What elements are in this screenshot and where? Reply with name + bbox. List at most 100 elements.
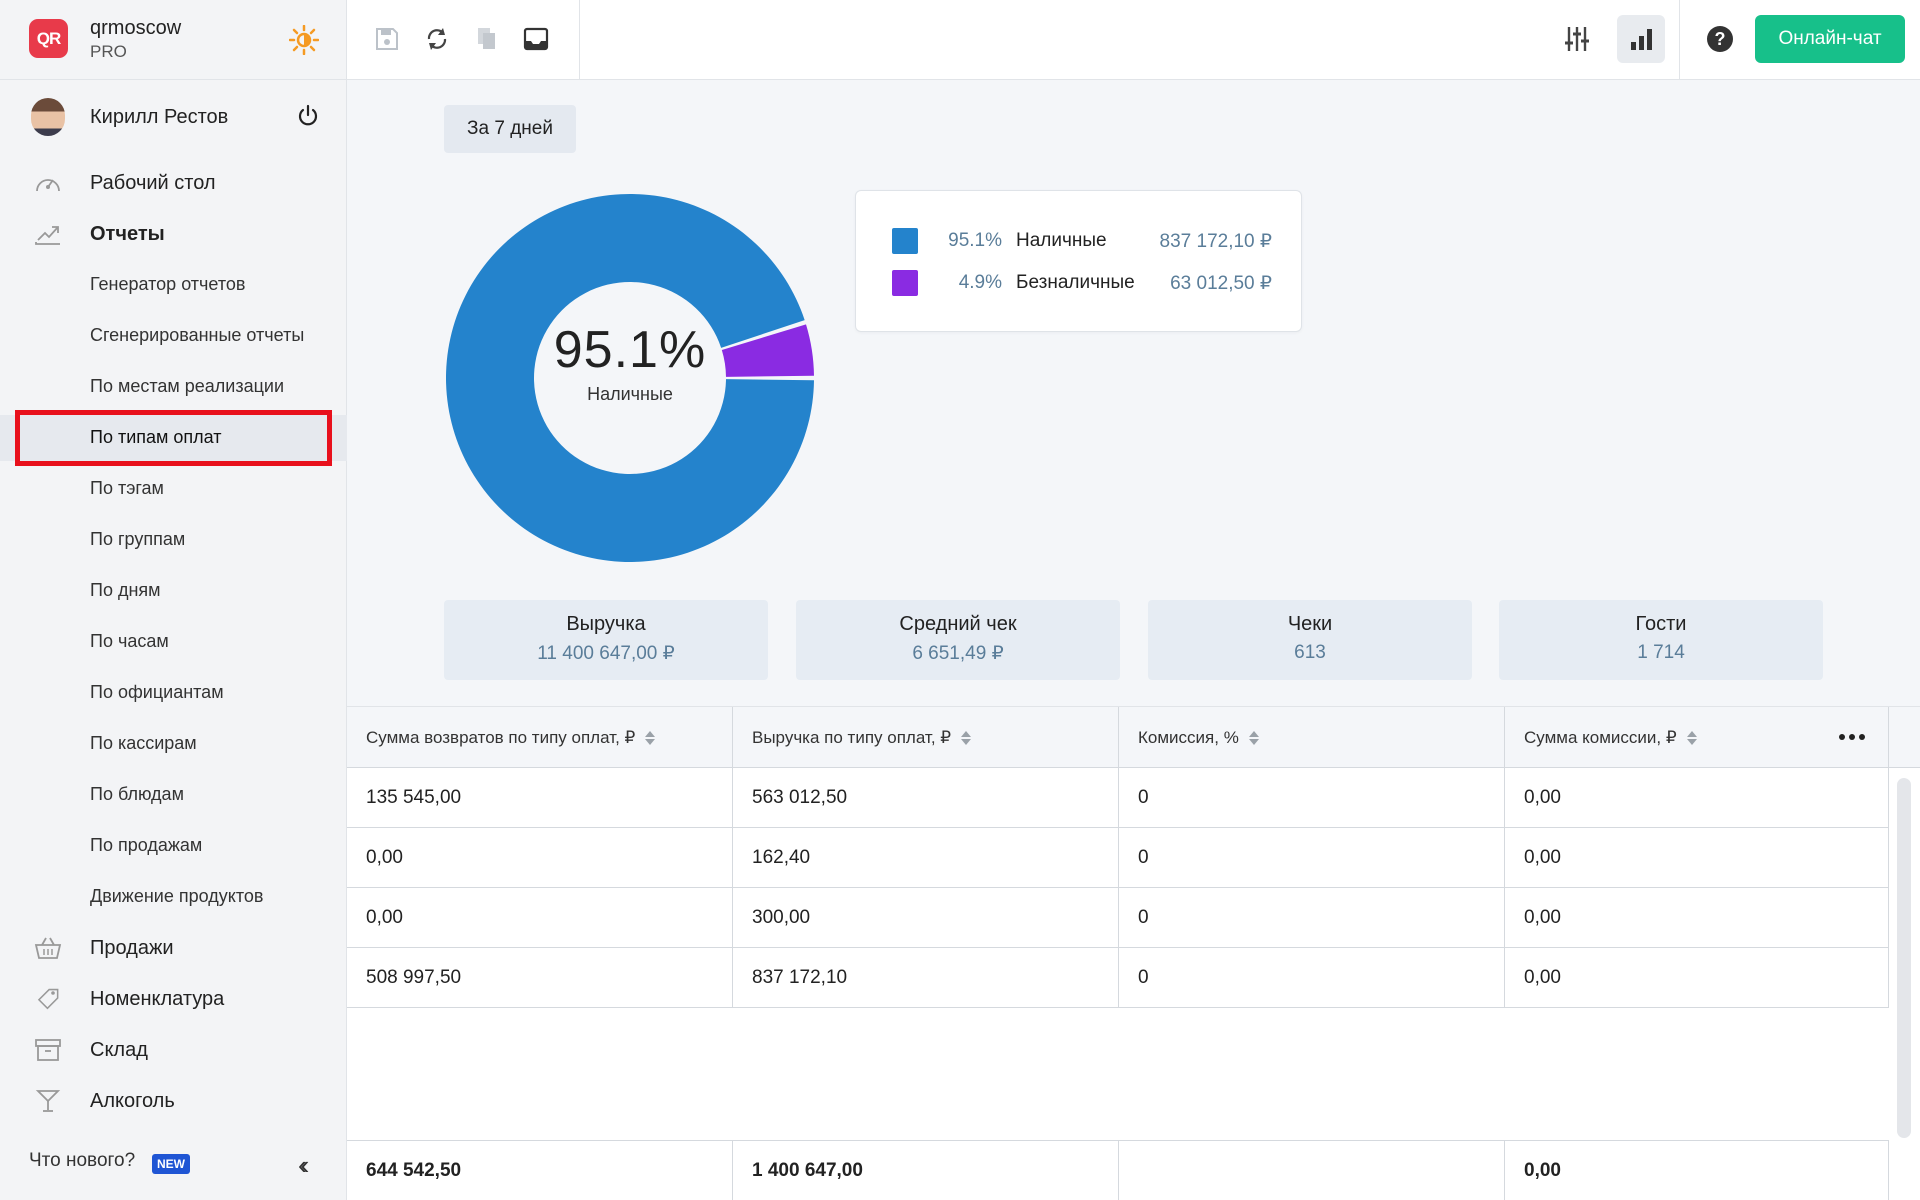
donut-center-label: Наличные <box>587 384 673 404</box>
table-scrollbar[interactable] <box>1897 778 1911 1138</box>
table-cell: 0,00 <box>347 828 733 888</box>
sort-icon[interactable] <box>1248 730 1259 746</box>
nav-item-desktop[interactable]: Рабочий стол <box>0 160 347 206</box>
sidebar-item-report-generator[interactable]: Генератор отчетов <box>0 262 347 306</box>
table-cell: 837 172,10 <box>733 948 1119 1008</box>
donut-slice-cashless[interactable] <box>721 324 814 377</box>
save-icon <box>376 28 398 50</box>
sidebar-item-by-payment-types[interactable]: По типам оплат <box>0 415 347 461</box>
nav-label-reports: Отчеты <box>90 223 165 245</box>
sidebar-item-label: По местам реализации <box>90 376 285 396</box>
legend-item-cashless[interactable]: 4.9% Безналичные 63 012,50 ₽ <box>892 269 1272 297</box>
nav-label-alcohol: Алкоголь <box>90 1090 175 1112</box>
table-cell: 300,00 <box>733 888 1119 948</box>
sidebar-item-by-tags[interactable]: По тэгам <box>0 466 347 510</box>
user-row: Кирилл Рестов <box>0 92 347 142</box>
refresh-button[interactable] <box>419 20 455 58</box>
stat-title: Средний чек <box>899 613 1017 635</box>
sidebar-item-by-groups[interactable]: По группам <box>0 517 347 561</box>
table-row[interactable]: 508 997,50 837 172,10 0 0,00 <box>347 948 1889 1008</box>
archive-box-icon <box>35 1039 61 1061</box>
avatar[interactable] <box>31 98 65 136</box>
dashboard-icon <box>36 179 60 192</box>
stat-card-guests: Гости 1 714 <box>1499 600 1823 680</box>
donut-slice-cash[interactable] <box>445 194 814 563</box>
sidebar-item-by-waiters[interactable]: По официантам <box>0 670 347 714</box>
total-cell: 644 542,50 <box>347 1141 733 1200</box>
inbox-button[interactable] <box>518 20 554 58</box>
online-chat-button[interactable]: Онлайн-чат <box>1755 15 1905 63</box>
sidebar-item-label: Сгенерированные отчеты <box>90 325 305 345</box>
nav-item-warehouse[interactable]: Склад <box>0 1027 347 1073</box>
svg-text:?: ? <box>1715 29 1726 49</box>
sidebar-item-by-days[interactable]: По дням <box>0 568 347 612</box>
stat-value: 11 400 647,00 ₽ <box>537 643 675 664</box>
toolbar-divider <box>579 0 580 80</box>
period-selector[interactable]: За 7 дней <box>444 105 576 153</box>
sidebar-item-generated-reports[interactable]: Сгенерированные отчеты <box>0 313 347 357</box>
sort-icon[interactable] <box>1686 730 1697 746</box>
table-cell: 0 <box>1119 948 1505 1008</box>
legend-name: Безналичные <box>1016 272 1135 293</box>
sidebar-item-label: По типам оплат <box>90 427 222 447</box>
help-icon: ? <box>1707 26 1733 52</box>
sidebar-item-by-sale-places[interactable]: По местам реализации <box>0 364 347 408</box>
table-cell: 162,40 <box>733 828 1119 888</box>
table-cell: 0,00 <box>1505 768 1889 828</box>
stat-title: Чеки <box>1287 613 1333 635</box>
column-header-commission-percent[interactable]: Комиссия, % <box>1119 707 1505 769</box>
table-row[interactable]: 0,00 162,40 0 0,00 <box>347 828 1889 888</box>
copy-button[interactable] <box>469 20 505 58</box>
column-header-refunds[interactable]: Сумма возвратов по типу оплат, ₽ <box>347 707 733 769</box>
nav-item-alcohol[interactable]: Алкоголь <box>0 1078 347 1124</box>
whats-new-link[interactable]: Что нового? <box>29 1150 136 1171</box>
legend-swatch <box>892 228 918 254</box>
power-icon[interactable] <box>296 104 320 128</box>
stat-card-average-check: Средний чек 6 651,49 ₽ <box>796 600 1120 680</box>
collapse-sidebar-icon[interactable]: ‹‹ <box>298 1150 310 1180</box>
inbox-icon <box>523 27 549 51</box>
sidebar: QR qrmoscow PRO Кирилл Рестов Рабочи <box>0 0 347 1200</box>
user-name[interactable]: Кирилл Рестов <box>90 106 229 128</box>
brand-logo[interactable]: QR <box>29 19 68 58</box>
donut-center: 95.1% Наличные <box>530 320 730 405</box>
brand-header: QR qrmoscow PRO <box>0 0 347 80</box>
bar-chart-icon <box>1631 29 1652 50</box>
sidebar-item-by-dishes[interactable]: По блюдам <box>0 772 347 816</box>
table-row[interactable]: 135 545,00 563 012,50 0 0,00 <box>347 768 1889 828</box>
sidebar-item-by-sales[interactable]: По продажам <box>0 823 347 867</box>
total-cell: 1 400 647,00 <box>733 1141 1119 1200</box>
legend-item-cash[interactable]: 95.1% Наличные 837 172,10 ₽ <box>892 227 1272 255</box>
nav-item-nomenclature[interactable]: Номенклатура <box>0 976 347 1022</box>
filter-settings-button[interactable] <box>1559 20 1595 58</box>
table-cell: 0,00 <box>1505 948 1889 1008</box>
chart-legend: 95.1% Наличные 837 172,10 ₽ 4.9% Безнали… <box>855 190 1302 332</box>
tag-icon <box>37 988 59 1010</box>
sort-icon[interactable] <box>645 730 656 746</box>
sidebar-item-by-hours[interactable]: По часам <box>0 619 347 663</box>
top-toolbar: ? Онлайн-чат <box>347 0 1920 80</box>
column-header-revenue[interactable]: Выручка по типу оплат, ₽ <box>733 707 1119 769</box>
sliders-icon <box>1565 27 1589 51</box>
nav-item-reports[interactable]: Отчеты <box>0 211 347 257</box>
column-header-commission-amount[interactable]: Сумма комиссии, ₽ <box>1505 707 1889 769</box>
table-row[interactable]: 0,00 300,00 0 0,00 <box>347 888 1889 948</box>
nav-item-sales[interactable]: Продажи <box>0 925 347 971</box>
sidebar-item-by-cashiers[interactable]: По кассирам <box>0 721 347 765</box>
stat-value: 1 714 <box>1637 642 1685 663</box>
table-cell: 0,00 <box>347 888 733 948</box>
chart-view-toggle[interactable] <box>1617 15 1665 63</box>
sidebar-item-label: По дням <box>90 580 161 600</box>
help-button[interactable]: ? <box>1702 20 1738 58</box>
payment-type-donut-chart <box>445 194 814 563</box>
more-options-icon[interactable] <box>1837 725 1867 749</box>
sidebar-item-label: По группам <box>90 529 186 549</box>
legend-name: Наличные <box>1016 230 1107 251</box>
sun-icon[interactable] <box>289 25 319 55</box>
basket-icon <box>34 937 62 959</box>
sidebar-item-label: Движение продуктов <box>90 886 264 906</box>
sort-icon[interactable] <box>961 730 972 746</box>
sidebar-item-product-movement[interactable]: Движение продуктов <box>0 874 347 918</box>
save-button[interactable] <box>369 20 405 58</box>
nav-label-nomenclature: Номенклатура <box>90 988 225 1010</box>
